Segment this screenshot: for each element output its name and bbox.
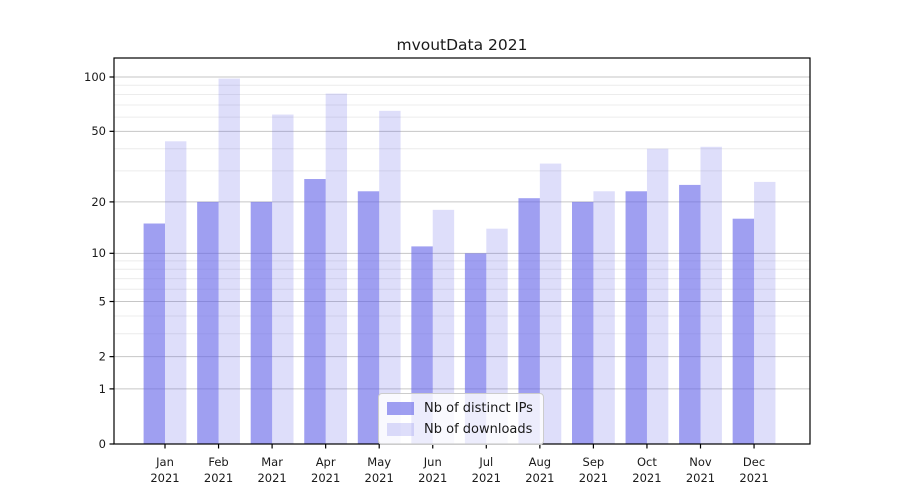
bar-nov-distinct-ips: [679, 184, 701, 444]
bar-mar-downloads: [272, 114, 294, 444]
chart-title: mvoutData 2021: [396, 36, 528, 54]
x-tick-label-year: 2021: [418, 471, 447, 485]
bar-oct-downloads: [646, 148, 669, 444]
y-tick-label: 50: [91, 124, 106, 138]
bar-aug-downloads: [539, 163, 562, 444]
x-tick-label-month: Dec: [743, 455, 765, 469]
legend: Nb of distinct IPs Nb of downloads: [378, 393, 544, 445]
legend-item-downloads: Nb of downloads: [387, 420, 533, 438]
legend-swatch-distinct-ips: [387, 401, 414, 415]
x-tick-label-month: Nov: [689, 455, 712, 469]
x-tick-label-month: Jul: [478, 455, 493, 469]
y-tick-label: 0: [99, 437, 106, 451]
x-tick-label-month: Apr: [316, 455, 336, 469]
x-tick-label-year: 2021: [365, 471, 394, 485]
bar-jan-downloads: [165, 141, 187, 445]
y-tick-label: 10: [91, 246, 106, 260]
x-tick-label-year: 2021: [739, 471, 768, 485]
x-tick-label-month: Feb: [208, 455, 228, 469]
bar-may-distinct-ips: [357, 191, 380, 444]
bar-sep-distinct-ips: [572, 201, 594, 444]
bar-sep-downloads: [593, 191, 615, 444]
bar-aug-distinct-ips: [518, 198, 540, 444]
legend-label-downloads: Nb of downloads: [424, 421, 533, 437]
legend-swatch-downloads: [387, 422, 414, 436]
x-tick-label-month: Oct: [637, 455, 657, 469]
y-tick-label: 20: [91, 195, 106, 209]
y-tick-label: 100: [84, 70, 106, 84]
x-tick-label-month: Jun: [423, 455, 442, 469]
bar-jun-downloads: [432, 209, 455, 444]
bar-oct-distinct-ips: [625, 191, 647, 444]
x-tick-label-month: Sep: [583, 455, 605, 469]
y-tick-label: 1: [99, 382, 106, 396]
bar-feb-downloads: [218, 78, 240, 444]
x-tick-label-year: 2021: [204, 471, 233, 485]
bar-jan-distinct-ips: [143, 223, 165, 444]
bar-dec-downloads: [754, 181, 776, 444]
bar-mar-distinct-ips: [250, 201, 273, 444]
x-tick-label-year: 2021: [579, 471, 608, 485]
x-tick-label-year: 2021: [632, 471, 661, 485]
x-tick-label-month: Mar: [261, 455, 283, 469]
x-tick-label-year: 2021: [150, 471, 179, 485]
legend-item-distinct-ips: Nb of distinct IPs: [387, 399, 533, 417]
bar-apr-downloads: [325, 93, 348, 444]
x-tick-label-year: 2021: [311, 471, 340, 485]
x-tick-label-year: 2021: [257, 471, 286, 485]
y-tick-label: 2: [99, 350, 106, 364]
x-tick-label-month: Jan: [155, 455, 174, 469]
x-tick-label-year: 2021: [525, 471, 554, 485]
y-tick-label: 5: [99, 294, 106, 308]
bar-nov-downloads: [700, 146, 722, 444]
x-tick-label-month: Aug: [529, 455, 551, 469]
bar-may-downloads: [379, 110, 401, 444]
bar-feb-distinct-ips: [197, 201, 219, 444]
x-tick-label-year: 2021: [472, 471, 501, 485]
bar-apr-distinct-ips: [304, 179, 326, 444]
legend-label-distinct-ips: Nb of distinct IPs: [424, 400, 533, 416]
x-tick-label-month: May: [367, 455, 391, 469]
bar-jul-downloads: [486, 228, 508, 444]
bar-dec-distinct-ips: [732, 218, 755, 444]
x-tick-label-year: 2021: [686, 471, 715, 485]
